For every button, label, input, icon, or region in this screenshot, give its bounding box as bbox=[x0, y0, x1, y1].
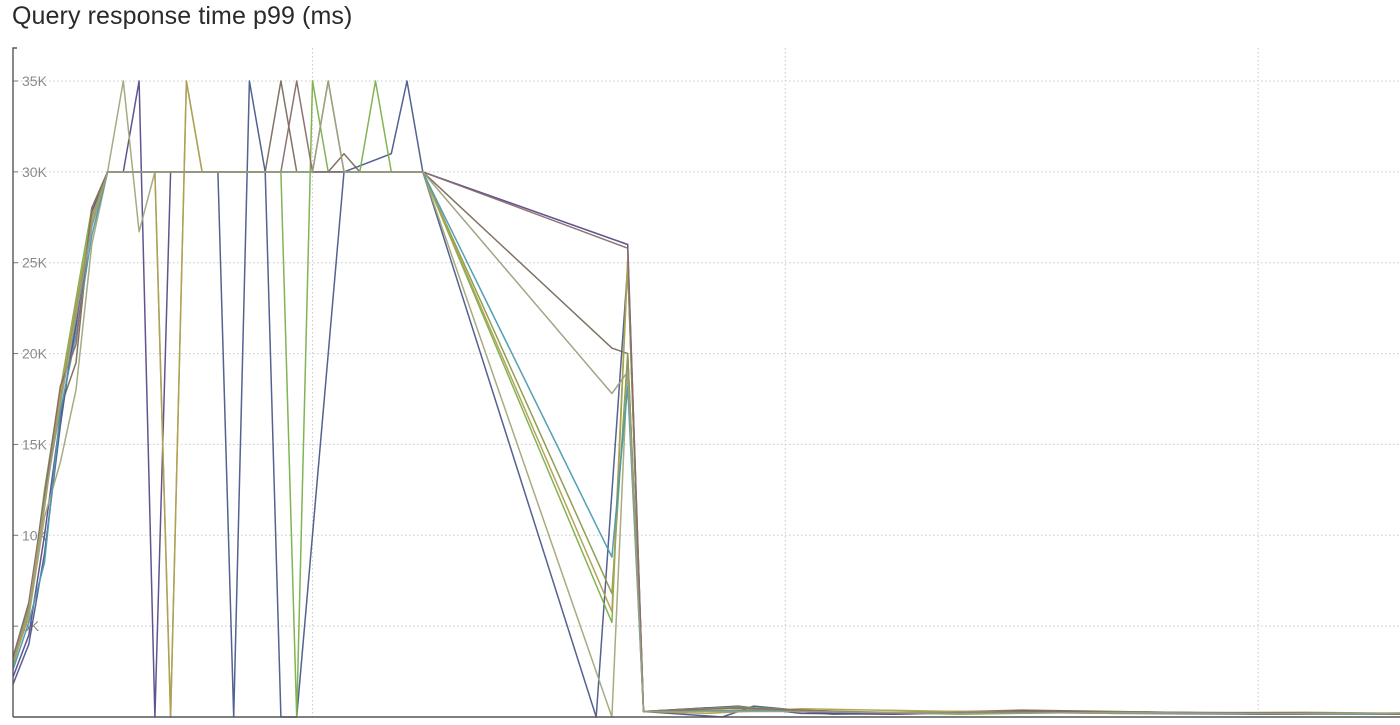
y-tick-label: 20K bbox=[22, 346, 48, 362]
y-axis bbox=[12, 47, 17, 717]
y-tick-label: 25K bbox=[22, 255, 48, 271]
series-line-6 bbox=[12, 171, 1400, 716]
series-line-2 bbox=[12, 80, 1400, 718]
series-line-5 bbox=[12, 80, 1400, 718]
series-line-7 bbox=[12, 80, 1400, 718]
chart-title: Query response time p99 (ms) bbox=[12, 2, 353, 30]
series-lines bbox=[12, 80, 1400, 718]
series-line-10 bbox=[12, 80, 1400, 715]
series-line-3 bbox=[12, 80, 1400, 718]
series-line-8 bbox=[12, 171, 1400, 716]
series-line-1 bbox=[12, 80, 1400, 716]
y-tick-label: 15K bbox=[22, 436, 48, 452]
grid bbox=[13, 48, 1400, 717]
series-line-9 bbox=[12, 80, 1400, 716]
series-line-4 bbox=[12, 80, 1400, 718]
y-tick-label: 30K bbox=[22, 164, 48, 180]
axes bbox=[12, 47, 1400, 718]
y-tick-label: 35K bbox=[22, 73, 48, 89]
